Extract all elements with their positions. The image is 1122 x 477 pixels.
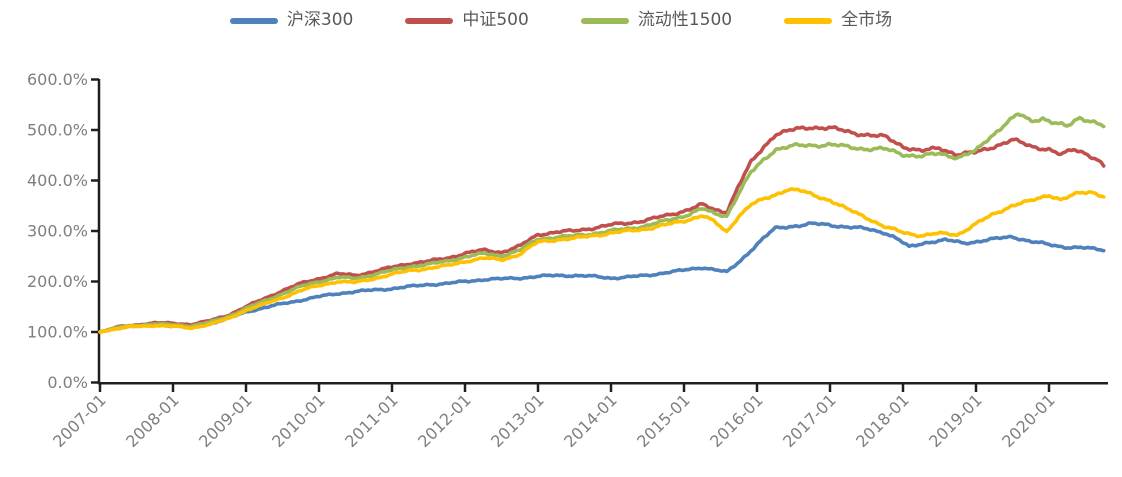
y-axis-label: 0.0% [47,373,88,392]
x-axis: 2007-01 2008-01 2009-01 2010-01 2011-01 2012-… [49,382,1108,451]
y-axis-label: 200.0% [27,272,88,291]
x-axis-label: 2013-01 [487,390,548,451]
x-axis-label: 2009-01 [195,390,256,451]
y-axis-label: 600.0% [27,70,88,89]
x-axis-label: 2007-01 [49,390,110,451]
x-axis-label: 2011-01 [341,390,402,451]
legend-line-swatch-liquidity1500 [580,17,629,24]
series-line-zz500 [98,125,1106,334]
legend-item-hs300: 沪深300 [229,10,354,30]
x-axis-label: 2008-01 [122,390,183,451]
x-axis-label: 2012-01 [414,390,475,451]
x-axis-label: 2017-01 [779,390,840,451]
y-axis-label: 400.0% [27,171,88,190]
y-axis-label: 500.0% [27,121,88,140]
series-line-whole-market [98,187,1106,334]
legend-line-swatch-zz500 [405,17,454,24]
legend: 沪深300 中证500 流动性1500 全市场 [0,12,1122,29]
x-axis-label: 2020-01 [998,390,1059,451]
x-axis-label: 2015-01 [633,390,694,451]
x-axis-label: 2010-01 [268,390,329,451]
y-axis-label: 300.0% [27,222,88,241]
y-axis-label: 100.0% [27,323,88,342]
x-axis-label: 2018-01 [852,390,913,451]
y-axis: 0.0% 100.0% 200.0% 300.0% 400.0% 500.0% 600.0% [27,70,101,392]
legend-item-liquidity1500: 流动性1500 [580,10,733,30]
legend-line-swatch-hs300 [229,17,278,24]
legend-line-swatch-whole-market [784,17,833,24]
x-axis-label: 2016-01 [706,390,767,451]
legend-item-zz500: 中证500 [405,10,529,30]
series-line-liquidity1500 [98,112,1106,334]
legend-label: 流动性1500 [637,10,733,30]
legend-label: 全市场 [841,10,893,30]
legend-label: 沪深300 [286,10,354,30]
legend-label: 中证500 [462,10,529,30]
x-axis-label: 2014-01 [560,390,621,451]
x-axis-label: 2019-01 [925,390,986,451]
legend-item-whole-market: 全市场 [784,12,892,29]
series-line-hs300 [98,221,1106,334]
